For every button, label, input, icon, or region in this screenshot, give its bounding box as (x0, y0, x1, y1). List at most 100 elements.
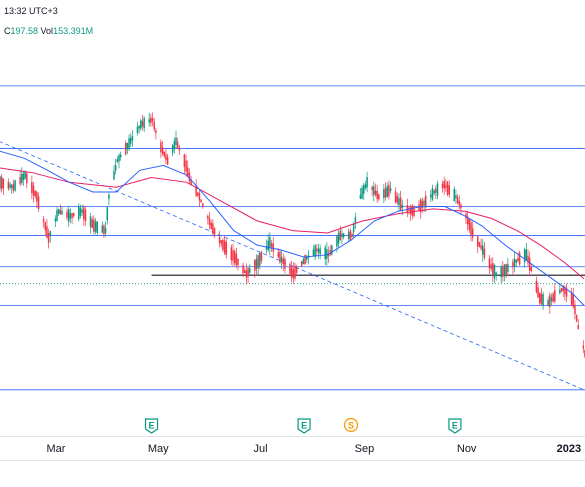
candle-body-96 (223, 240, 226, 254)
candle-body-105 (245, 270, 248, 278)
candle-body-108 (254, 259, 256, 271)
candle-body-123 (289, 265, 291, 274)
candle-body-212 (495, 272, 497, 276)
candle-body-92 (213, 227, 216, 235)
candle-body-147 (342, 233, 345, 238)
candle-body-235 (550, 297, 553, 302)
candle-body-103 (242, 265, 244, 274)
candle-body-30 (69, 213, 72, 219)
dividend-icon (343, 417, 359, 433)
candle-body-223 (523, 249, 526, 263)
candle-body-107 (249, 268, 251, 273)
x-tick-label-5: 2023 (557, 443, 581, 455)
candle-body-66 (153, 121, 155, 130)
candle-body-200 (468, 219, 471, 230)
candle-body-60 (140, 120, 142, 129)
candle-body-162 (378, 194, 380, 200)
candle-body-90 (210, 222, 212, 229)
candle-body-167 (389, 188, 392, 192)
candle-body-193 (453, 188, 456, 202)
candle-body-43 (101, 225, 103, 233)
candle-body-195 (456, 197, 459, 204)
candle-body-183 (430, 194, 432, 198)
candle-body-56 (129, 138, 132, 144)
event-label-2: S (348, 421, 354, 431)
candle-body-237 (554, 290, 556, 302)
candle-body-150 (351, 233, 353, 237)
candle-body-238 (559, 289, 561, 294)
earnings-icon (144, 418, 159, 434)
candle-body-94 (220, 240, 223, 245)
candle-body-236 (552, 293, 554, 302)
candle-body-98 (230, 247, 233, 261)
candle-body-89 (208, 218, 211, 226)
candle-body-85 (198, 193, 201, 201)
candle-body-138 (324, 247, 326, 260)
candle-body-33 (78, 206, 80, 220)
candle-body-36 (83, 207, 85, 220)
candle-body-62 (143, 117, 145, 129)
candle-body-125 (292, 269, 295, 279)
event-label-3: E (452, 421, 458, 431)
candle-body-196 (458, 201, 461, 206)
candle-body-179 (419, 199, 422, 213)
candle-body-113 (265, 246, 268, 250)
candle-body-246 (575, 314, 578, 322)
candle-body-116 (270, 243, 273, 247)
candle-body-136 (317, 248, 320, 253)
candle-body-153 (359, 194, 362, 199)
candle-body-140 (327, 253, 330, 257)
candle-body-191 (446, 181, 449, 195)
candle-body-100 (233, 251, 236, 264)
candle-body-49 (114, 165, 117, 171)
candle-body-5 (10, 185, 13, 188)
candle-body-118 (277, 252, 280, 257)
candle-body-156 (364, 184, 367, 188)
candle-body-4 (9, 184, 11, 188)
candle-body-97 (225, 241, 228, 256)
candle-body-247 (577, 325, 580, 330)
candle-body-119 (279, 251, 281, 263)
candle-body-157 (366, 177, 368, 188)
candle-body-228 (535, 280, 538, 293)
candle-body-165 (386, 186, 388, 197)
candle-body-13 (31, 181, 33, 194)
candle-body-54 (126, 143, 129, 150)
candle-body-241 (564, 286, 566, 295)
x-tick-label-2: Jul (253, 443, 267, 455)
volume-label: Vol (40, 26, 54, 36)
candle-body-41 (94, 221, 97, 232)
candle-body-48 (113, 170, 115, 180)
candle-body-155 (362, 185, 365, 194)
candle-body-146 (341, 233, 343, 238)
candle-body-53 (124, 142, 127, 155)
candle-body-8 (19, 176, 21, 184)
candle-body-121 (282, 258, 285, 265)
candle-body-28 (66, 211, 68, 218)
candle-body-239 (560, 288, 563, 292)
candle-body-122 (284, 258, 286, 269)
candle-body-128 (300, 261, 303, 266)
candle-body-206 (482, 245, 484, 255)
candle-body-173 (406, 205, 409, 213)
candle-body-15 (34, 191, 36, 197)
earnings-icon (448, 418, 462, 434)
close-label: C (4, 26, 11, 36)
candle-body-70 (163, 151, 166, 157)
candle-body-211 (493, 265, 496, 279)
candle-body-204 (478, 242, 481, 247)
candle-body-224 (525, 249, 528, 261)
candle-body-231 (540, 293, 543, 305)
candle-body-58 (136, 126, 139, 133)
candle-body-226 (528, 257, 531, 271)
candle-body-45 (104, 227, 107, 234)
candle-body-152 (354, 217, 357, 223)
candle-body-57 (131, 136, 134, 141)
candle-body-35 (81, 209, 83, 213)
candle-body-51 (118, 155, 120, 162)
candle-body-176 (411, 205, 414, 216)
candle-body-22 (49, 231, 52, 236)
event-label-1: E (301, 421, 307, 431)
